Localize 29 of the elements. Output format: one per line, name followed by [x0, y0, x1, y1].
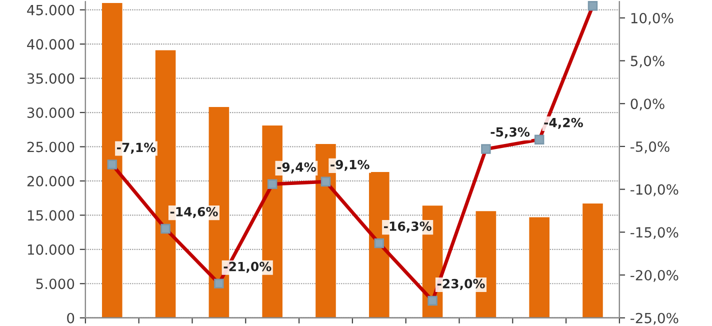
y-tick-label: 25.000: [27, 142, 74, 152]
y2-tick-label: -5,0%: [630, 141, 670, 154]
data-label: -4,2%: [544, 118, 583, 129]
y-tick-label: 5.000: [36, 278, 74, 290]
y2-tick-label: -10,0%: [630, 184, 678, 196]
y2-tick-label: -20,0%: [630, 270, 678, 282]
y-tick-label: 0: [67, 312, 74, 324]
data-label: -23,0%: [437, 278, 485, 290]
data-label: -5,3%: [490, 127, 530, 138]
y2-tick-label: -15,0%: [630, 227, 678, 240]
y-tick-label: 35.000: [27, 73, 74, 84]
y2-tick-label: -25,0%: [630, 312, 678, 325]
data-label: -9,4%: [277, 162, 316, 174]
data-label: -9,1%: [330, 160, 370, 171]
y-tick-label: 15.000: [28, 210, 74, 221]
y2-tick-label: 0,0%: [630, 98, 664, 110]
data-label: -16,3%: [384, 222, 432, 233]
y-tick-label: 40.000: [27, 39, 74, 50]
bar: [582, 204, 603, 318]
data-label: -7,1%: [116, 142, 156, 154]
y-tick-label: 10.000: [28, 244, 74, 255]
data-label: -21,0%: [224, 262, 272, 273]
bar: [529, 217, 550, 318]
data-label: -14,6%: [170, 206, 218, 218]
y2-tick-label: 5,0%: [630, 56, 664, 68]
y2-tick-label: 10,0%: [631, 12, 674, 25]
y-tick-label: 20.000: [27, 176, 74, 186]
y-tick-label: 45.000: [27, 4, 74, 16]
y-tick-label: 30.000: [27, 107, 74, 118]
